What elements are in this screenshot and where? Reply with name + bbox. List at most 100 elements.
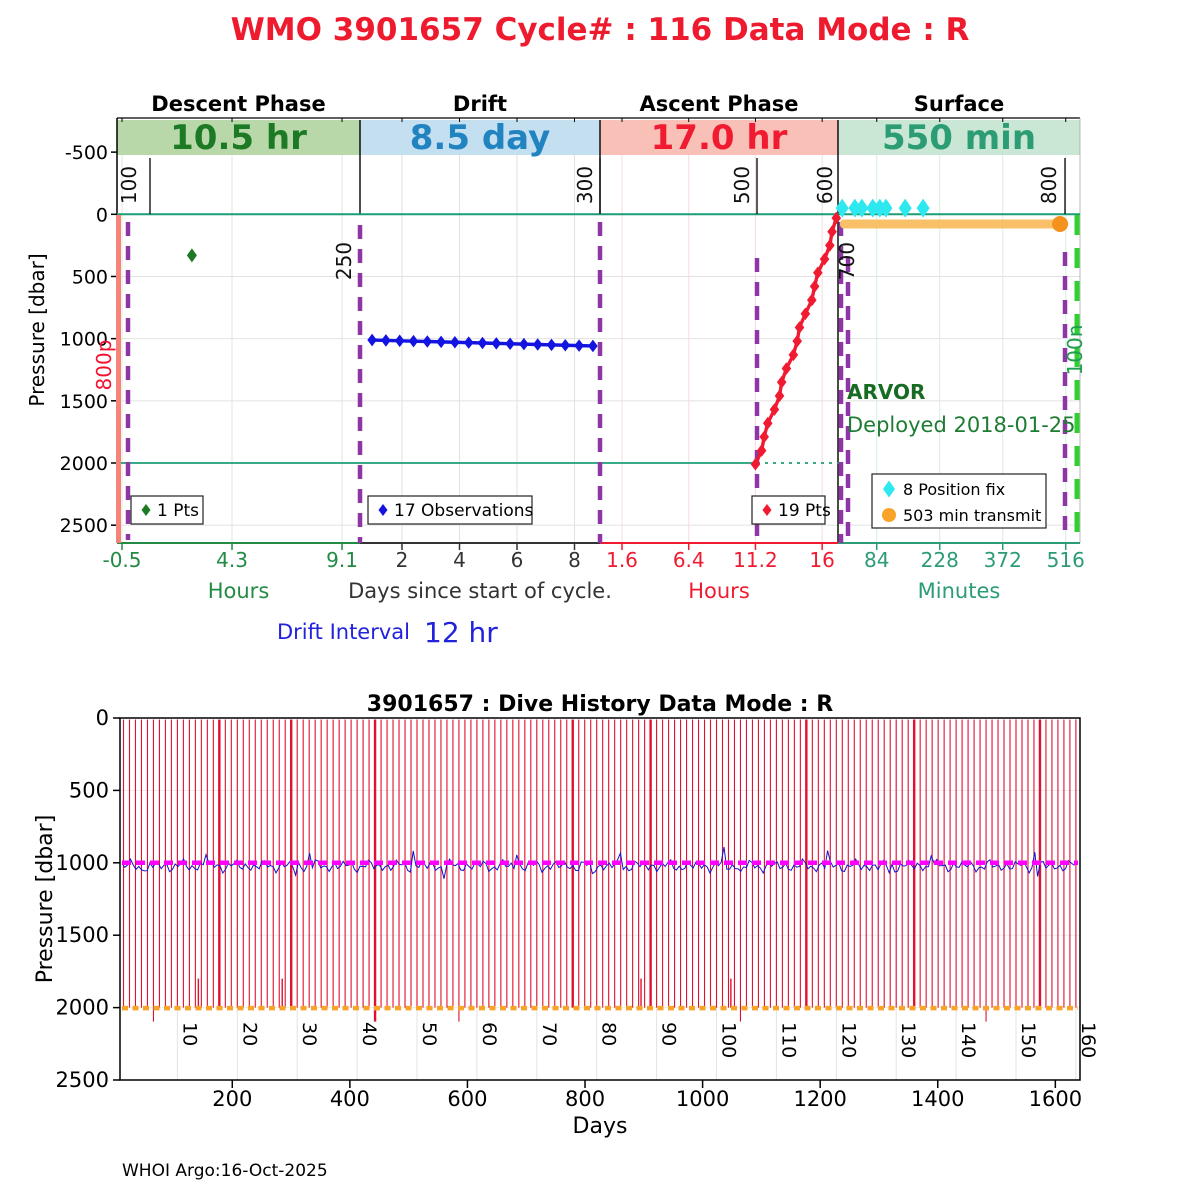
ascent-points-marker [813, 266, 823, 280]
footer-credit: WHOI Argo:16-Oct-2025 [122, 1161, 328, 1181]
cycle-number-label: 10 [178, 1022, 200, 1046]
x-tick-label: 228 [921, 548, 959, 572]
drift-observations-marker [381, 334, 391, 347]
phase-duration: 17.0 hr [651, 118, 788, 158]
y-tick-label: 1500 [60, 391, 108, 413]
y-tick-label: 2000 [60, 453, 108, 475]
phase-header: Surface [914, 92, 1004, 116]
cycle-number-label: 140 [957, 1022, 979, 1058]
drift-observations-marker [436, 335, 446, 349]
x-tick-label: 372 [984, 548, 1022, 572]
ascent-points-marker [807, 293, 817, 307]
y-tick-label: 1000 [56, 851, 109, 875]
position-fixes-marker [898, 198, 912, 218]
dive-history-axes: 10 20 30 40 50 60 70 80 90 100 110 120 130 140 150 160 2… [56, 706, 1099, 1111]
transmit-end-marker [1052, 216, 1069, 232]
x-tick-label: 4.3 [216, 548, 248, 572]
x-tick-label: 1400 [911, 1087, 964, 1111]
x-tick-label: 8 [568, 548, 581, 572]
position-fixes-marker [855, 198, 869, 218]
x-tick-label: 1000 [676, 1087, 729, 1111]
x-tick-label: 1200 [793, 1087, 846, 1111]
config-marker-label: 100n [1063, 325, 1087, 376]
cycle-number-label: 60 [478, 1022, 500, 1046]
x-axis-section-label: Hours [208, 579, 270, 603]
top-chart-legends: 1 Pts 17 Observations 19 Pts 8 Position fix… [130, 473, 1047, 529]
ascent-points-marker [776, 375, 787, 389]
x-tick-label: 1600 [1029, 1087, 1082, 1111]
legend-marker-diamond [378, 504, 388, 516]
legend-marker-circle [882, 508, 896, 522]
config-marker-label: 300 [573, 166, 597, 204]
ascent-points-marker [774, 389, 785, 403]
x-tick-label: 6.4 [673, 548, 705, 572]
drift-observations-marker [463, 336, 474, 349]
cycle-number-label: 130 [897, 1022, 919, 1058]
drift-observations-marker [422, 335, 433, 348]
x-tick-label: 400 [330, 1087, 370, 1111]
position-fixes-marker [848, 198, 862, 218]
drift-observations-marker [574, 339, 584, 352]
y-tick-label: 1500 [56, 923, 109, 947]
phase-band [360, 120, 600, 155]
cycle-number-label: 20 [238, 1022, 260, 1046]
dive-history-title: 3901657 : Dive History Data Mode : R [367, 692, 833, 717]
drift-observations-marker [546, 338, 557, 352]
position-fixes-marker [866, 198, 880, 218]
page-title: WMO 3901657 Cycle# : 116 Data Mode : R [231, 12, 970, 48]
cycle-number-label: 90 [658, 1022, 680, 1046]
ascent-points-marker [788, 348, 799, 362]
ascent-points-marker [819, 252, 830, 266]
position-fixes-marker [879, 198, 893, 218]
phase-duration: 550 min [882, 118, 1036, 158]
config-marker-label: 600 [813, 166, 837, 204]
ascent-points-marker [827, 225, 837, 239]
x-tick-label: 200 [212, 1087, 252, 1111]
config-marker-label: 700 [835, 242, 859, 280]
y-tick-label: 2000 [56, 996, 109, 1020]
config-marker-label: 100 [117, 166, 141, 204]
ascent-points-marker [794, 321, 805, 334]
legend-label: 19 Pts [778, 501, 831, 521]
cycle-number-label: 110 [777, 1022, 799, 1058]
legend-label: 8 Position fix [903, 480, 1005, 499]
ascent-points-marker [750, 457, 761, 471]
x-tick-label: -0.5 [102, 548, 141, 572]
x-tick-label: 6 [511, 548, 524, 572]
x-tick-label: 2 [396, 548, 409, 572]
config-marker-label: 500 [730, 166, 754, 204]
ascent-points-marker [792, 334, 803, 348]
drift-observations-marker [450, 335, 460, 349]
drift-observations-marker [491, 337, 502, 350]
y-tick-label: -500 [65, 142, 108, 164]
drift-observations-marker [367, 333, 377, 347]
x-tick-label: 84 [864, 548, 889, 572]
deployed-date-label: Deployed 2018-01-25 [847, 413, 1076, 437]
top-chart-axes: -0.5 4.3 9.1 Hours 2 4 6 8 Days since start of c… [60, 117, 1085, 603]
ascent-points-marker [756, 444, 767, 457]
cycle-number-label: 70 [538, 1022, 560, 1046]
ascent-points-marker [800, 307, 811, 321]
phase-header: Descent Phase [151, 92, 325, 116]
drift-observations-marker [588, 339, 598, 353]
x-tick-label: 9.1 [326, 548, 358, 572]
ascent-points-marker [825, 239, 835, 252]
config-marker-label: 800 [1037, 166, 1061, 204]
ascent-points-marker [809, 280, 820, 293]
bottom-x-axis-label: Days [573, 1114, 628, 1139]
legend-label: 503 min transmit [903, 506, 1041, 525]
phase-band [838, 120, 1080, 155]
cycle-number-label: 30 [298, 1022, 320, 1046]
drift-interval-value: 12 hr [424, 616, 498, 649]
x-tick-label: 16 [809, 548, 834, 572]
legend-box [367, 495, 533, 525]
drift-observations-marker [519, 337, 529, 351]
drift-observations-marker [408, 334, 419, 348]
phase-band [117, 120, 360, 155]
position-fixes-marker [916, 198, 930, 218]
drift-observations-marker [477, 336, 488, 350]
plot-frame [119, 717, 1081, 1081]
ascent-points-marker [831, 211, 842, 225]
legend-label: 1 Pts [157, 501, 199, 521]
top-y-axis-label: Pressure [dbar] [25, 253, 49, 406]
